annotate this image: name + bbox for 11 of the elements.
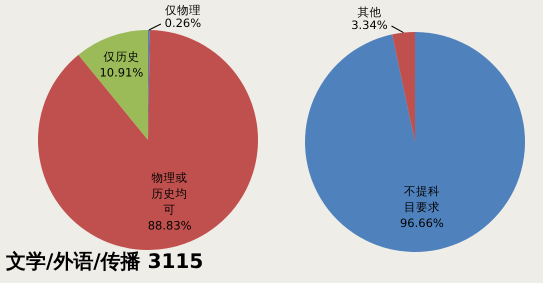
data-label: 3.34% bbox=[351, 18, 388, 32]
slice-label: 仅历史 bbox=[103, 50, 140, 64]
data-label: 88.83% bbox=[148, 218, 192, 232]
data-label: 96.66% bbox=[400, 216, 444, 230]
slice-label: 仅物理 bbox=[164, 3, 201, 18]
data-label: 10.91% bbox=[99, 66, 144, 80]
title: 文学/外语/传播 3115 bbox=[6, 249, 204, 273]
slice-label: 物理或历史均可 bbox=[152, 170, 188, 216]
slice-label: 其他 bbox=[357, 5, 382, 20]
data-label: 0.26% bbox=[164, 16, 202, 30]
slice-label: 不提科目要求 bbox=[404, 184, 440, 214]
